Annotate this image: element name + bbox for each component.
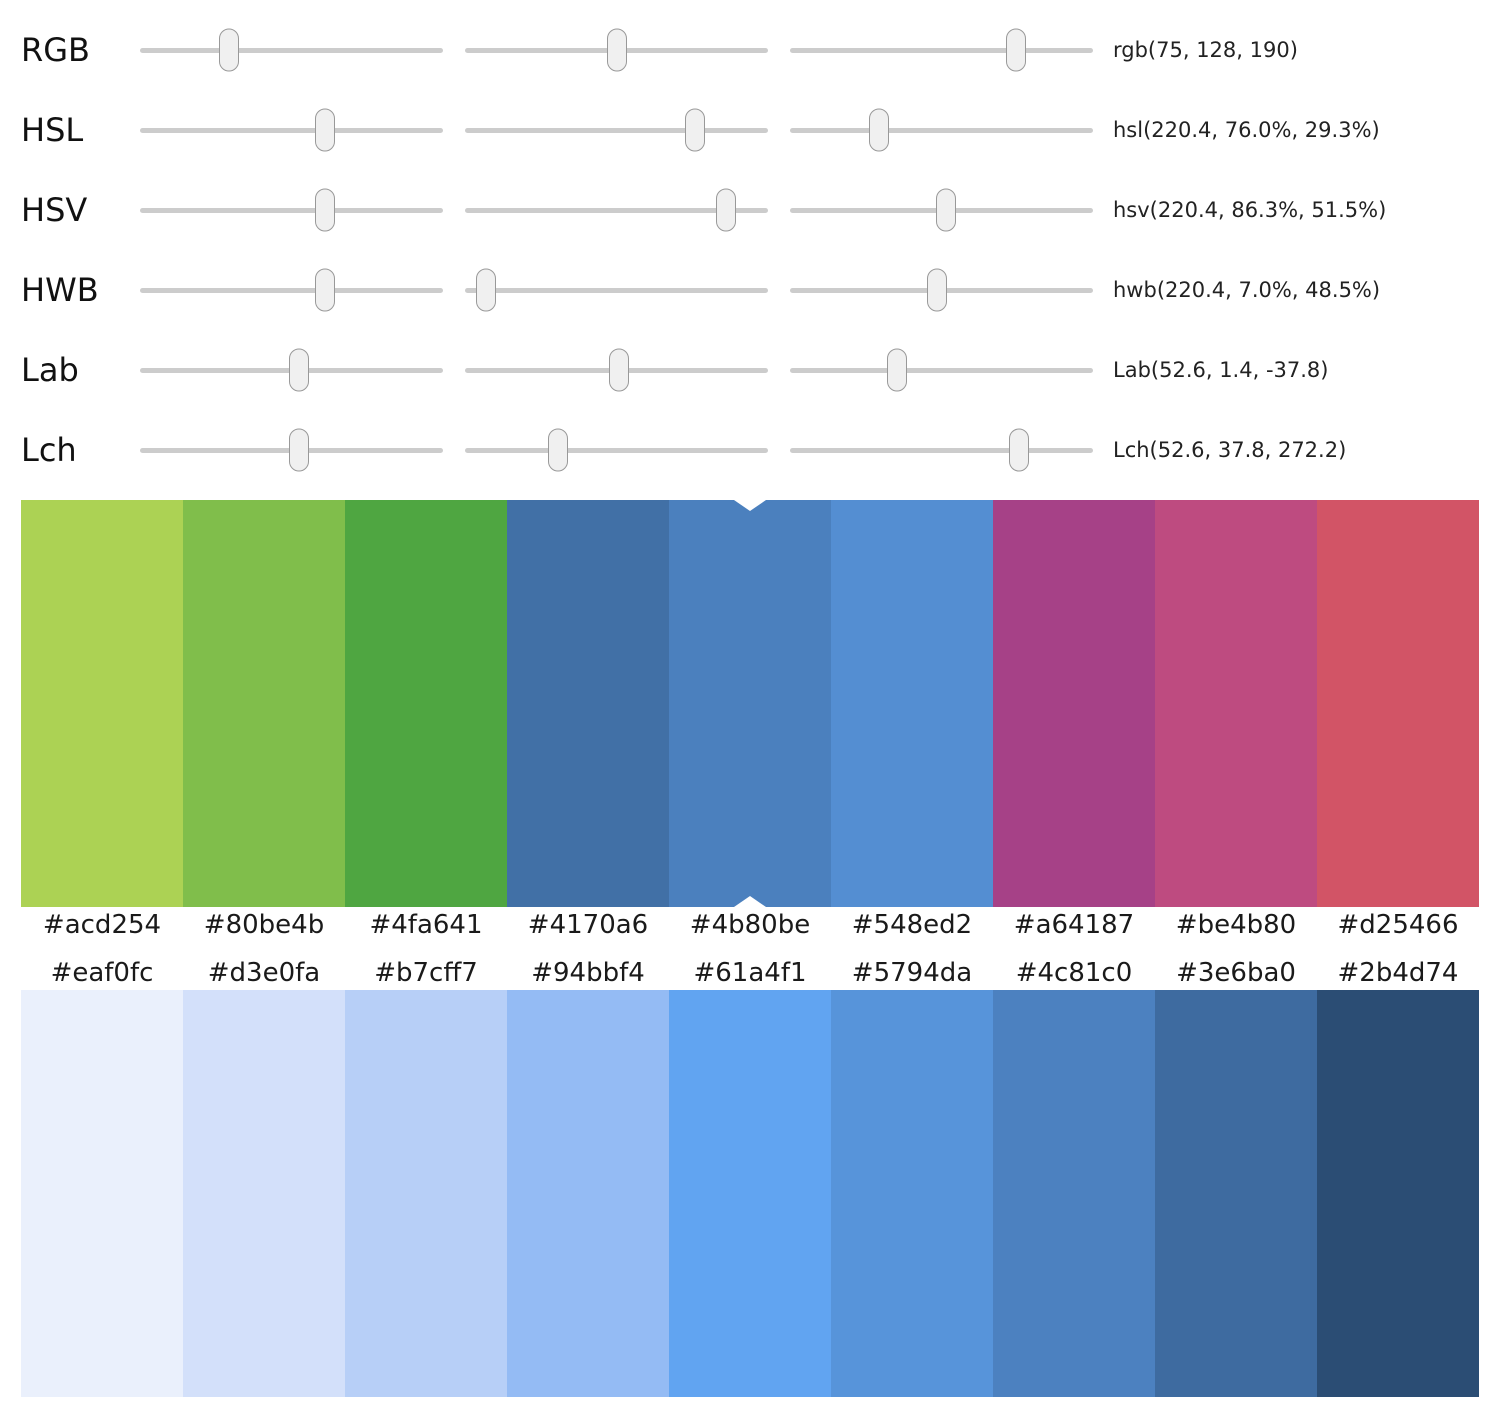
lab-slider-track-3[interactable] <box>790 348 1093 392</box>
palette-swatch-94bbf4[interactable] <box>507 990 669 1397</box>
hsl-slider-track-3[interactable] <box>790 108 1093 152</box>
hsv-slider-track-2[interactable] <box>465 188 768 232</box>
rgb-value-readout: rgb(75, 128, 190) <box>1113 38 1298 62</box>
palette-swatch-d3e0fa[interactable] <box>183 990 345 1397</box>
selected-swatch-marker-top <box>734 500 766 511</box>
slider-row-hsl: HSL hsl(220.4, 76.0%, 29.3%) <box>0 90 1501 170</box>
shade-palette-strip <box>21 990 1479 1397</box>
palette-swatch-d25466[interactable] <box>1317 500 1479 907</box>
hwb-slider-track-1[interactable] <box>140 268 443 312</box>
palette-swatch-80be4b[interactable] <box>183 500 345 907</box>
lch-slider-handle-2[interactable] <box>548 428 569 472</box>
lch-slider-handle-1[interactable] <box>289 428 310 472</box>
slider-row-rgb: RGB rgb(75, 128, 190) <box>0 10 1501 90</box>
hsl-row-label: HSL <box>21 111 84 149</box>
hwb-value-readout: hwb(220.4, 7.0%, 48.5%) <box>1113 278 1381 302</box>
hsl-slider-handle-1[interactable] <box>315 108 336 152</box>
rgb-row-label: RGB <box>21 31 90 69</box>
lab-slider-track-2[interactable] <box>465 348 768 392</box>
hex-label: #be4b80 <box>1175 910 1297 940</box>
hex-label: #94bbf4 <box>531 958 645 988</box>
lab-value-readout: Lab(52.6, 1.4, -37.8) <box>1113 358 1329 382</box>
lab-row-label: Lab <box>21 351 79 389</box>
slider-row-hsv: HSV hsv(220.4, 86.3%, 51.5%) <box>0 170 1501 250</box>
palette-swatch-4b80be[interactable] <box>669 500 831 907</box>
hue-palette-strip <box>21 500 1479 907</box>
hex-label: #80be4b <box>203 910 325 940</box>
hex-label: #4fa641 <box>369 910 483 940</box>
shade-palette-hex-labels: #eaf0fc #d3e0fa #b7cff7 #94bbf4 #61a4f1 #5794… <box>21 955 1479 991</box>
hex-label: #61a4f1 <box>693 958 807 988</box>
hsl-slider-handle-3[interactable] <box>868 108 889 152</box>
palette-swatch-4c81c0[interactable] <box>993 990 1155 1397</box>
rgb-slider-track-2[interactable] <box>465 28 768 72</box>
lch-slider-track-2[interactable] <box>465 428 768 472</box>
selected-swatch-marker-bottom <box>734 896 766 907</box>
lab-slider-handle-3[interactable] <box>887 348 908 392</box>
hex-label: #a64187 <box>1013 910 1135 940</box>
palette-swatch-5794da[interactable] <box>831 990 993 1397</box>
hex-label: #4b80be <box>689 910 811 940</box>
lab-slider-handle-2[interactable] <box>608 348 629 392</box>
hsv-row-label: HSV <box>21 191 88 229</box>
lch-slider-handle-3[interactable] <box>1009 428 1030 472</box>
palette-swatch-4fa641[interactable] <box>345 500 507 907</box>
hex-label: #d25466 <box>1337 910 1459 940</box>
slider-row-lab: Lab Lab(52.6, 1.4, -37.8) <box>0 330 1501 410</box>
hex-label: #2b4d74 <box>1337 958 1459 988</box>
palette-swatch-be4b80[interactable] <box>1155 500 1317 907</box>
rgb-slider-handle-1[interactable] <box>219 28 240 72</box>
hsl-value-readout: hsl(220.4, 76.0%, 29.3%) <box>1113 118 1380 142</box>
palette-swatch-2b4d74[interactable] <box>1317 990 1479 1397</box>
hue-palette-hex-labels: #acd254 #80be4b #4fa641 #4170a6 #4b80be #548e… <box>21 907 1479 943</box>
hwb-row-label: HWB <box>21 271 99 309</box>
hsl-slider-track-2[interactable] <box>465 108 768 152</box>
lch-row-label: Lch <box>21 431 77 469</box>
hsv-value-readout: hsv(220.4, 86.3%, 51.5%) <box>1113 198 1387 222</box>
hsv-slider-track-3[interactable] <box>790 188 1093 232</box>
palette-swatch-eaf0fc[interactable] <box>21 990 183 1397</box>
lch-value-readout: Lch(52.6, 37.8, 272.2) <box>1113 438 1347 462</box>
hsv-slider-handle-2[interactable] <box>716 188 737 232</box>
rgb-slider-handle-2[interactable] <box>607 28 628 72</box>
hex-label: #4c81c0 <box>1015 958 1133 988</box>
hsv-slider-track-1[interactable] <box>140 188 443 232</box>
lab-slider-track-1[interactable] <box>140 348 443 392</box>
slider-row-lch: Lch Lch(52.6, 37.8, 272.2) <box>0 410 1501 490</box>
rgb-slider-track-3[interactable] <box>790 28 1093 72</box>
lab-slider-handle-1[interactable] <box>289 348 310 392</box>
hwb-slider-handle-3[interactable] <box>926 268 947 312</box>
hex-label: #b7cff7 <box>374 958 478 988</box>
palette-swatch-a64187[interactable] <box>993 500 1155 907</box>
palette-swatch-3e6ba0[interactable] <box>1155 990 1317 1397</box>
hex-label: #5794da <box>851 958 973 988</box>
lch-slider-track-1[interactable] <box>140 428 443 472</box>
hex-label: #d3e0fa <box>207 958 321 988</box>
hwb-slider-track-2[interactable] <box>465 268 768 312</box>
hsv-slider-handle-3[interactable] <box>936 188 957 232</box>
hsl-slider-track-1[interactable] <box>140 108 443 152</box>
slider-row-hwb: HWB hwb(220.4, 7.0%, 48.5%) <box>0 250 1501 330</box>
hwb-slider-handle-2[interactable] <box>476 268 497 312</box>
palette-swatch-4170a6[interactable] <box>507 500 669 907</box>
palette-swatch-61a4f1[interactable] <box>669 990 831 1397</box>
hwb-slider-track-3[interactable] <box>790 268 1093 312</box>
hex-label: #4170a6 <box>527 910 649 940</box>
hex-label: #acd254 <box>42 910 162 940</box>
palette-swatch-548ed2[interactable] <box>831 500 993 907</box>
lch-slider-track-3[interactable] <box>790 428 1093 472</box>
hex-label: #3e6ba0 <box>1176 958 1296 988</box>
hex-label: #eaf0fc <box>50 958 154 988</box>
hsv-slider-handle-1[interactable] <box>315 188 336 232</box>
palette-swatch-b7cff7[interactable] <box>345 990 507 1397</box>
palette-swatch-acd254[interactable] <box>21 500 183 907</box>
hex-label: #548ed2 <box>851 910 973 940</box>
rgb-slider-track-1[interactable] <box>140 28 443 72</box>
hwb-slider-handle-1[interactable] <box>315 268 336 312</box>
rgb-slider-handle-3[interactable] <box>1005 28 1026 72</box>
hsl-slider-handle-2[interactable] <box>685 108 706 152</box>
